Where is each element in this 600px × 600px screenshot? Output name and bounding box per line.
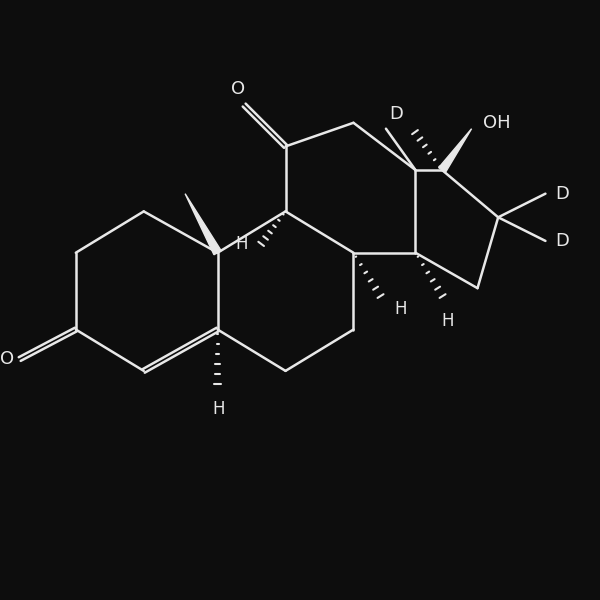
Text: OH: OH bbox=[482, 114, 510, 132]
Text: H: H bbox=[394, 300, 407, 318]
Text: D: D bbox=[555, 185, 569, 203]
Text: D: D bbox=[389, 105, 403, 123]
Polygon shape bbox=[185, 194, 221, 255]
Text: H: H bbox=[235, 235, 247, 253]
Text: H: H bbox=[212, 400, 225, 418]
Polygon shape bbox=[439, 128, 472, 172]
Text: D: D bbox=[555, 232, 569, 250]
Text: H: H bbox=[442, 311, 454, 329]
Text: O: O bbox=[231, 80, 245, 98]
Text: O: O bbox=[0, 350, 14, 368]
